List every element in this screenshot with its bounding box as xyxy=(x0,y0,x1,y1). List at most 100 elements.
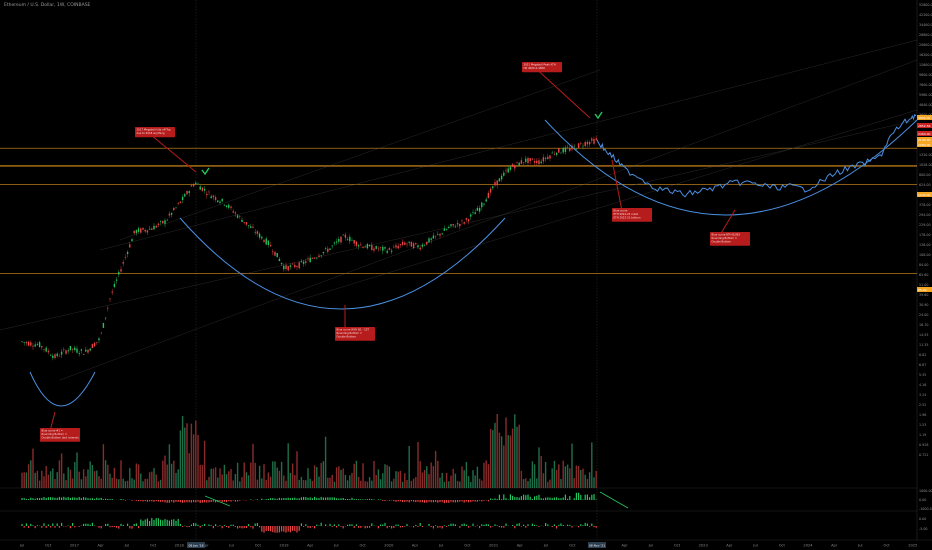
candle-body xyxy=(353,240,355,244)
volume-bar xyxy=(362,463,364,488)
price-tick-label: 178.00 xyxy=(919,233,931,237)
candle-body xyxy=(201,187,204,191)
candle-body xyxy=(419,247,421,250)
trend-line xyxy=(0,119,918,331)
oscillator-2-bar xyxy=(382,524,384,526)
oscillator-1-bar xyxy=(573,498,575,500)
annotation-text: Blue curve BTH B2/B3 xyxy=(712,233,741,237)
candle-body xyxy=(553,153,556,155)
oscillator-2-bar xyxy=(149,520,151,526)
candle-body xyxy=(298,262,300,269)
oscillator-1-bar xyxy=(424,500,426,503)
candle-body xyxy=(302,261,305,264)
oscillator-1-bar xyxy=(72,497,74,500)
candle-body xyxy=(126,251,129,254)
oscillator-1-bar xyxy=(215,500,217,503)
oscillator-1-bar xyxy=(366,499,368,500)
candle-body xyxy=(379,247,382,248)
oscillator-2-bar xyxy=(89,524,91,526)
volume-bars xyxy=(21,414,597,488)
oscillator-2-bar xyxy=(358,526,360,528)
oscillator-1-bar xyxy=(76,497,78,500)
price-tick-label: 1.96 xyxy=(919,413,926,417)
volume-bar xyxy=(404,473,406,488)
oscillator-2-bar xyxy=(578,526,580,528)
price-tick-label: 800.00 xyxy=(919,173,931,177)
candle-body xyxy=(450,224,452,226)
volume-bar xyxy=(129,468,131,488)
oscillator-1-bar xyxy=(56,497,58,500)
volume-bar xyxy=(228,471,230,488)
oscillator-2-bar xyxy=(432,526,434,529)
volume-bar xyxy=(214,467,217,488)
oscillator-1-bar xyxy=(476,500,478,502)
oscillator-1-bar xyxy=(505,498,507,500)
oscillator-2-bar xyxy=(461,524,463,526)
volume-bar xyxy=(503,445,505,488)
oscillator-1-bar xyxy=(441,500,443,503)
oscillator-2-bar xyxy=(309,526,311,529)
time-tick-label: Oct xyxy=(255,544,262,548)
volume-bar xyxy=(520,470,523,488)
oscillator-1-bar xyxy=(294,497,296,500)
volume-bar xyxy=(140,473,142,488)
volume-bar xyxy=(375,474,377,488)
candle-body xyxy=(527,157,529,164)
candle-body xyxy=(320,255,322,256)
candle-body xyxy=(164,220,166,224)
price-tick-label: 4.16 xyxy=(919,383,926,387)
time-tick-label: Jul xyxy=(333,544,338,548)
oscillator-1-bar xyxy=(45,497,47,500)
volume-bar xyxy=(47,474,50,488)
oscillator-2-bar xyxy=(545,522,547,526)
time-tick-label: 2025 xyxy=(908,544,917,548)
oscillator-2-bar xyxy=(201,525,203,526)
volume-bar xyxy=(329,477,331,488)
oscillator-1-bar xyxy=(39,498,41,500)
candle-body xyxy=(151,228,153,230)
price-tick-label: 1028.00 xyxy=(919,163,932,167)
volume-bar xyxy=(371,480,373,488)
time-tick-label: Apr xyxy=(726,544,733,548)
oscillator-1-bar xyxy=(124,500,126,501)
oscillator-1-bar xyxy=(463,500,465,503)
oscillator-2-bar xyxy=(479,526,481,529)
volume-bar xyxy=(487,464,490,488)
volume-bar xyxy=(210,468,212,488)
volume-bar xyxy=(181,415,184,488)
volume-bar xyxy=(93,471,96,488)
oscillator-2-bar xyxy=(501,526,503,528)
volume-bar xyxy=(549,479,551,488)
candle-body xyxy=(23,342,25,343)
oscillator-1-bar xyxy=(276,498,278,500)
price-tick-label: 65.60 xyxy=(919,273,928,277)
candle-body xyxy=(489,188,492,193)
oscillator-2-bar xyxy=(272,526,274,533)
oscillator-2-bar xyxy=(523,524,525,526)
candle-body xyxy=(514,165,516,169)
oscillator-2-bar xyxy=(58,526,60,528)
candle-body xyxy=(206,193,208,196)
oscillator-2-bar xyxy=(450,523,452,526)
oscillator-2-bar xyxy=(512,525,514,526)
volume-bar xyxy=(230,469,232,488)
oscillator-1-bar xyxy=(481,500,483,502)
candle-body xyxy=(58,355,61,357)
oscillator-1-bar xyxy=(83,497,85,500)
oscillator-2-bar xyxy=(483,524,485,526)
oscillator-2-bar xyxy=(435,525,437,526)
volume-bar xyxy=(399,470,402,488)
oscillator-1-bar xyxy=(160,500,162,502)
oscillator-2-bar xyxy=(164,519,166,526)
oscillator-2-bar xyxy=(256,523,258,526)
oscillator-2-bar xyxy=(316,524,318,526)
volume-bar xyxy=(536,478,538,488)
annotation-text: ETH 2022-23 bottom xyxy=(614,215,642,219)
oscillator-2-bar xyxy=(307,526,309,528)
oscillator-1-bar xyxy=(318,498,320,500)
volume-bar xyxy=(32,448,34,488)
annotation-text: Double Bottom (but inverse) xyxy=(42,435,79,439)
oscillator-2-bar xyxy=(452,523,454,526)
oscillator-2-bar xyxy=(595,526,597,528)
